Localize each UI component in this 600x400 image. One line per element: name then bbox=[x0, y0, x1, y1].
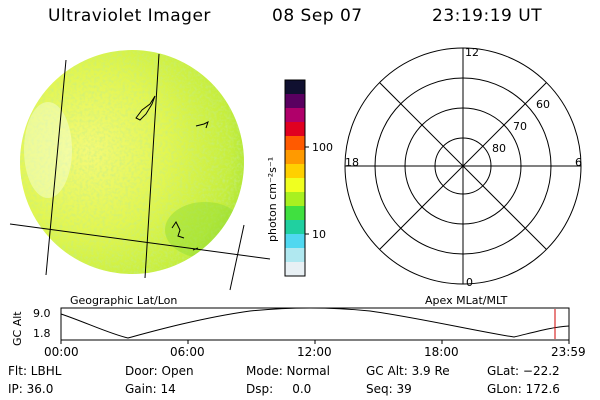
mode-info: Mode: Normal bbox=[246, 364, 330, 378]
lat-label-70: 70 bbox=[513, 120, 527, 133]
coastlines bbox=[135, 95, 209, 251]
colorbar-block bbox=[285, 150, 305, 165]
dsp-info: Dsp: 0.0 bbox=[246, 382, 312, 396]
mlt-label-18: 18 bbox=[345, 156, 359, 169]
y-tick-1-8: 1.8 bbox=[33, 327, 51, 340]
x-tick-00-00: 00:00 bbox=[44, 345, 79, 359]
door-info: Door: Open bbox=[125, 364, 194, 378]
colorbar-block bbox=[285, 192, 305, 207]
colorbar-block bbox=[285, 178, 305, 193]
colorbar-block bbox=[285, 248, 305, 263]
x-tick-12-00: 12:00 bbox=[297, 345, 332, 359]
altitude-curve bbox=[60, 307, 570, 339]
ip-info: IP: 36.0 bbox=[8, 382, 54, 396]
date-label: 08 Sep 07 bbox=[272, 6, 363, 26]
colorbar-block bbox=[285, 262, 305, 277]
x-tick-23-59: 23:59 bbox=[551, 345, 586, 359]
mlt-label-0: 0 bbox=[466, 276, 473, 289]
colorbar-frame bbox=[284, 79, 306, 277]
colorbar-block bbox=[285, 220, 305, 235]
mlt-label-12: 12 bbox=[465, 46, 479, 59]
colorbar-block bbox=[285, 80, 305, 95]
instrument-title: Ultraviolet Imager bbox=[48, 6, 211, 26]
colorbar-block bbox=[285, 206, 305, 221]
colorbar-block bbox=[285, 136, 305, 151]
disc-texture bbox=[20, 50, 244, 274]
lat-label-60: 60 bbox=[536, 98, 550, 111]
colorbar-tick-10-label: 10 bbox=[312, 228, 326, 241]
y-tick-9: 9.0 bbox=[33, 307, 51, 320]
gain-info: Gain: 14 bbox=[125, 382, 176, 396]
colorbar-block bbox=[285, 122, 305, 137]
colorbar-tick-100-label: 100 bbox=[312, 141, 333, 154]
colorbar-block bbox=[285, 164, 305, 179]
gc-alt-info: GC Alt: 3.9 Re bbox=[366, 364, 450, 378]
lat-label-80: 80 bbox=[492, 142, 506, 155]
colorbar-blocks bbox=[285, 80, 305, 277]
x-ticks bbox=[60, 340, 570, 344]
colorbar bbox=[284, 79, 309, 277]
colorbar-block bbox=[285, 94, 305, 109]
apex-title: Apex MLat/MLT bbox=[425, 294, 508, 307]
glon-info: GLon: 172.6 bbox=[487, 382, 560, 396]
colorbar-block bbox=[285, 234, 305, 249]
uv-image-disc bbox=[9, 50, 271, 291]
filter-info: Flt: LBHL bbox=[8, 364, 62, 378]
geographic-title: Geographic Lat/Lon bbox=[70, 294, 178, 307]
polar-diagonal-2 bbox=[379, 82, 547, 250]
x-tick-18-00: 18:00 bbox=[424, 345, 459, 359]
geo-grid-lines bbox=[9, 53, 271, 291]
mlt-label-6: 6 bbox=[575, 156, 582, 169]
seq-info: Seq: 39 bbox=[366, 382, 412, 396]
colorbar-block bbox=[285, 108, 305, 123]
polar-grid bbox=[344, 47, 582, 285]
glat-info: GLat: −22.2 bbox=[487, 364, 560, 378]
x-tick-06-00: 06:00 bbox=[170, 345, 205, 359]
time-label: 23:19:19 UT bbox=[432, 6, 543, 26]
